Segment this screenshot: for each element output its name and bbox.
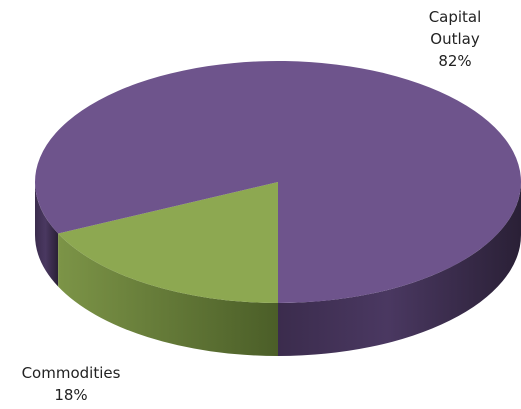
pie-slice-commodities [58, 182, 278, 303]
pie-side-capital-outlay [278, 182, 521, 356]
pie-side-commodities [58, 233, 278, 356]
slice-name-label: Outlay [430, 30, 480, 48]
pie-tops [35, 61, 521, 303]
slice-name-label: Capital [429, 8, 482, 26]
pie-sides [35, 182, 521, 356]
pie-labels: Capital Outlay 82% Commodities 18% [22, 8, 482, 404]
slice-percent-label: 82% [438, 52, 471, 70]
pie-slice-capital-outlay [35, 61, 521, 303]
slice-name-label: Commodities [22, 364, 121, 382]
slice-percent-label: 18% [54, 386, 87, 404]
pie-side-capital-outlay [35, 182, 59, 287]
